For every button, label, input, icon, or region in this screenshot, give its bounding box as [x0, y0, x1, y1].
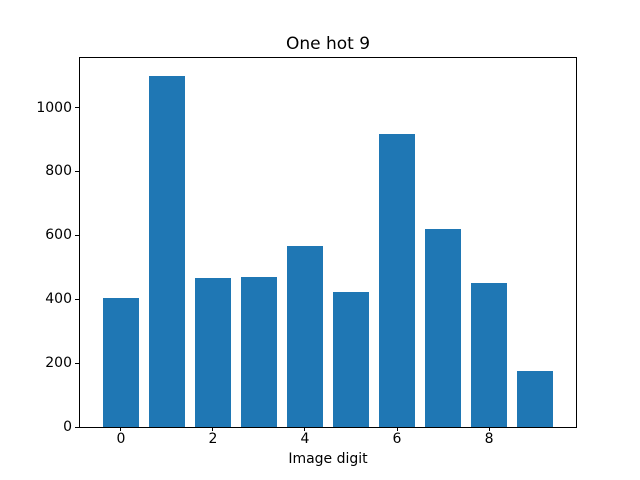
bar-digit-7 — [424, 228, 462, 427]
y-tick-mark — [75, 426, 79, 428]
x-tick-mark — [488, 427, 490, 431]
y-tick-mark — [75, 234, 79, 236]
x-tick-label: 4 — [300, 431, 310, 447]
y-tick-mark — [75, 362, 79, 364]
x-axis-label: Image digit — [288, 451, 368, 467]
y-tick-label: 200 — [45, 355, 72, 372]
bar-digit-6 — [378, 134, 416, 427]
plot-area: 0 200 400 600 800 1000 0 2 4 6 8 — [36, 57, 577, 446]
bar-digit-4 — [286, 245, 324, 427]
y-tick-label: 600 — [45, 227, 72, 244]
x-tick-label: 2 — [208, 431, 218, 447]
x-tick-mark — [212, 427, 214, 431]
bar-digit-1 — [148, 75, 186, 427]
chart-title: One hot 9 — [285, 34, 371, 54]
y-tick-label: 800 — [45, 163, 72, 180]
bar-digit-9 — [516, 371, 554, 427]
y-tick-mark — [75, 170, 79, 172]
x-tick-mark — [120, 427, 122, 431]
y-tick-label: 400 — [45, 291, 72, 308]
bar-digit-2 — [194, 278, 232, 427]
x-tick-mark — [396, 427, 398, 431]
x-tick-label: 8 — [484, 431, 494, 447]
y-tick-mark — [75, 107, 79, 109]
x-tick-label: 6 — [392, 431, 402, 447]
y-tick-label: 0 — [63, 419, 72, 435]
x-tick-mark — [304, 427, 306, 431]
bar-digit-0 — [102, 298, 140, 427]
x-tick-label: 0 — [116, 431, 126, 447]
bar-digit-5 — [332, 292, 370, 427]
bar-digit-8 — [470, 283, 508, 427]
bar-digit-3 — [240, 276, 278, 427]
y-tick-mark — [75, 298, 79, 300]
y-tick-label: 1000 — [36, 99, 72, 116]
